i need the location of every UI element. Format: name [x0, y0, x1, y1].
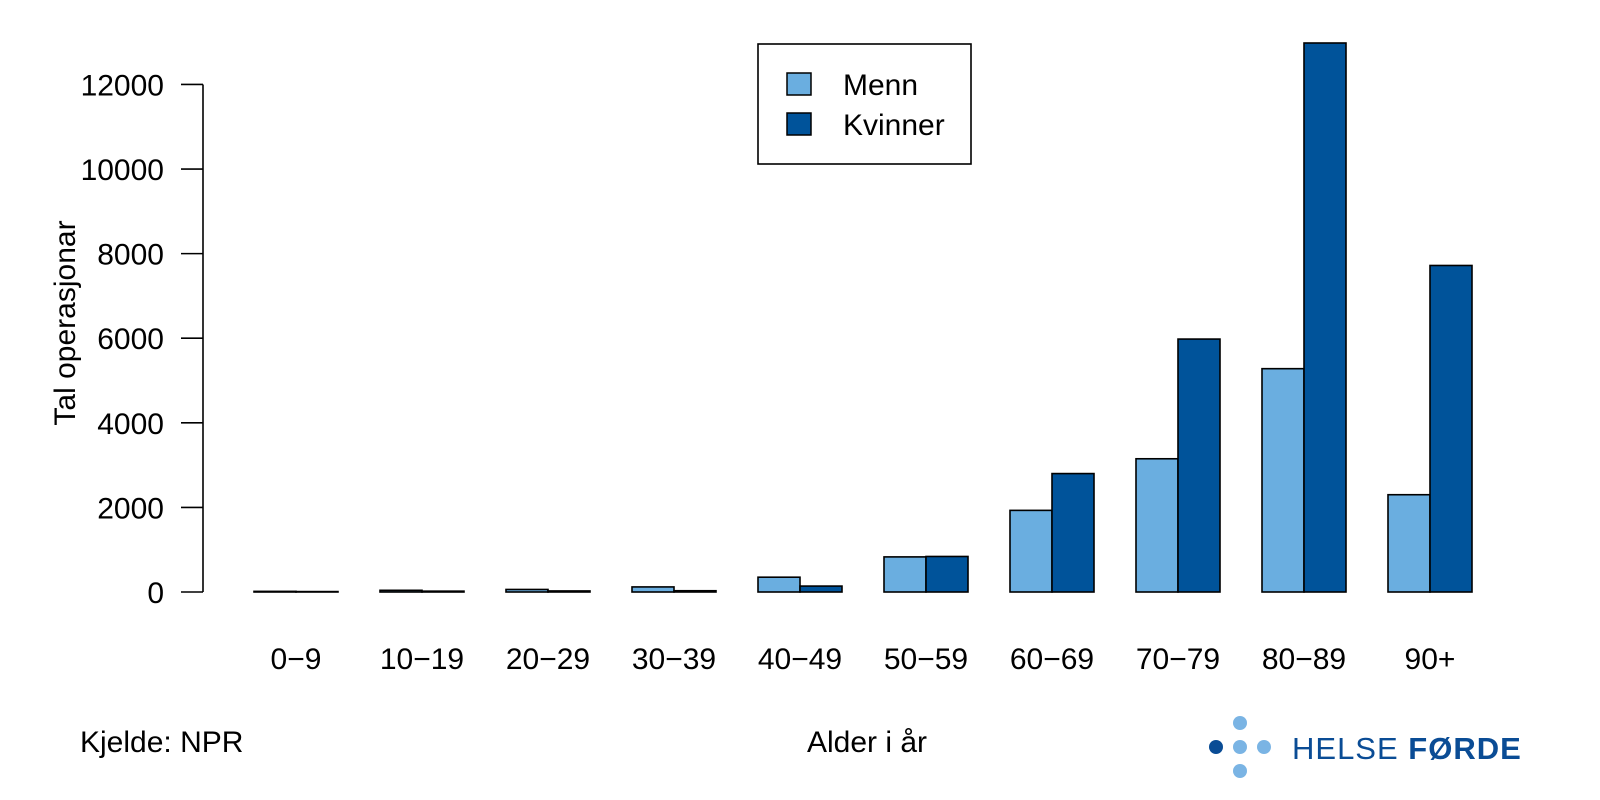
x-tick-label: 30−39: [632, 643, 716, 676]
helse-forde-logo: HELSE FØRDE: [1209, 716, 1522, 778]
legend-box: [757, 43, 972, 165]
bar-menn-8: [1261, 367, 1305, 593]
y-tick-label: 0: [147, 577, 164, 610]
legend-swatch-menn: [786, 72, 812, 96]
bar-menn-6: [1009, 509, 1053, 593]
bar-kvinner-8: [1303, 42, 1347, 593]
logo-text-light: HELSE: [1292, 731, 1408, 766]
bar-menn-2: [505, 588, 549, 593]
bar-menn-7: [1135, 457, 1179, 593]
y-tick-label: 10000: [81, 154, 164, 187]
x-tick-label: 90+: [1405, 643, 1456, 676]
x-tick-label: 10−19: [380, 643, 464, 676]
legend: Menn Kvinner: [757, 43, 972, 165]
logo-dot-icon: [1233, 764, 1247, 778]
bar-menn-0: [253, 590, 297, 593]
bar-kvinner-9: [1429, 264, 1473, 593]
x-tick-label: 40−49: [758, 643, 842, 676]
legend-label-kvinner: Kvinner: [843, 109, 945, 142]
bar-menn-9: [1387, 493, 1431, 593]
bar-kvinner-5: [925, 555, 969, 593]
bar-kvinner-7: [1177, 338, 1221, 593]
x-tick-label: 0−9: [271, 643, 322, 676]
x-tick-label: 60−69: [1010, 643, 1094, 676]
bar-kvinner-1: [421, 590, 465, 593]
y-tick-label: 8000: [97, 239, 164, 272]
bar-menn-1: [379, 589, 423, 593]
bar-kvinner-3: [673, 589, 717, 593]
bars: [253, 42, 1473, 593]
y-tick-label: 12000: [81, 69, 164, 102]
x-axis-label: Alder i år: [807, 726, 927, 759]
x-tick-label: 80−89: [1262, 643, 1346, 676]
bar-menn-5: [883, 556, 927, 593]
logo-dot-icon: [1233, 716, 1247, 730]
bar-menn-4: [757, 576, 801, 593]
bar-kvinner-2: [547, 590, 591, 593]
x-tick-labels: 0−9 10−19 20−29 30−39 40−49 50−59 60−69 70−79 80…: [271, 643, 1456, 676]
bar-kvinner-4: [799, 585, 843, 593]
bar-kvinner-6: [1051, 472, 1095, 593]
y-tick-label: 4000: [97, 408, 164, 441]
x-tick-label: 20−29: [506, 643, 590, 676]
source-note: Kjelde: NPR: [80, 726, 243, 759]
legend-swatch-kvinner: [786, 112, 812, 136]
logo-dot-icon: [1209, 740, 1223, 754]
x-tick-label: 50−59: [884, 643, 968, 676]
logo-text: HELSE FØRDE: [1292, 731, 1522, 766]
x-tick-label: 70−79: [1136, 643, 1220, 676]
y-tick-label: 6000: [97, 323, 164, 356]
logo-text-bold: FØRDE: [1408, 731, 1522, 766]
logo-dot-icon: [1257, 740, 1271, 754]
y-tick-label: 2000: [97, 492, 164, 525]
logo-dot-icon: [1233, 740, 1247, 754]
legend-label-menn: Menn: [843, 69, 918, 102]
bar-menn-3: [631, 586, 675, 593]
y-axis-label: Tal operasjonar: [49, 220, 82, 425]
y-axis: 0 2000 4000 6000 8000 10000 12000: [81, 69, 204, 610]
